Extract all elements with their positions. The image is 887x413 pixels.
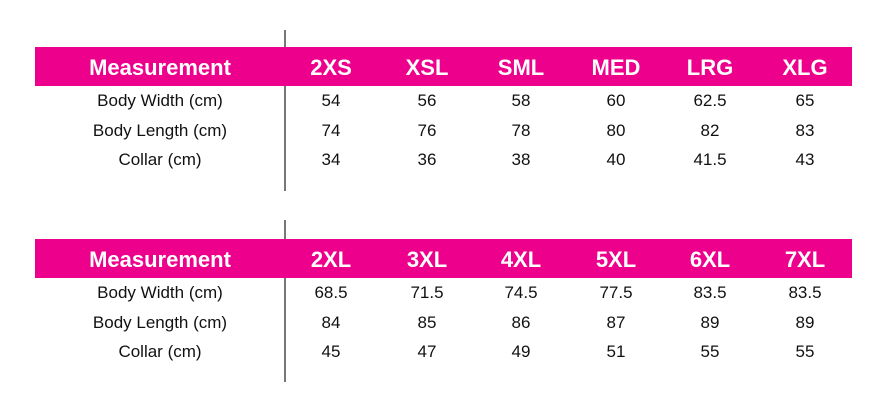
table-cell: 34 [321, 150, 341, 169]
column-header-size: 2XS [310, 55, 352, 80]
column-header-size: 5XL [595, 247, 637, 272]
table-cell: 71.5 [410, 283, 444, 302]
column-header-measurement: Measurement [89, 55, 231, 80]
row-label: Collar (cm) [118, 342, 202, 361]
table-cell: 55 [795, 342, 815, 361]
table-cell: 78 [511, 120, 531, 140]
table-row: Body Length (cm) 74 76 78 80 82 83 [35, 116, 852, 146]
table-cell: 84 [321, 312, 341, 332]
table-cell: 89 [700, 312, 720, 332]
table-cell: 82 [700, 120, 720, 140]
table-cell: 54 [321, 91, 341, 110]
table-cell: 58 [511, 91, 531, 110]
column-header-size: 2XL [310, 247, 352, 272]
table-cell: 45 [321, 342, 341, 361]
column-header-size: MED [591, 55, 641, 80]
table-cell: 49 [511, 342, 531, 361]
table-row: Body Width (cm) 54 56 58 60 62.5 65 [35, 86, 852, 116]
row-label: Body Length (cm) [92, 120, 228, 140]
size-table-1: Measurement 2XS XSL SML MED LRG XLG Body Width … [35, 47, 852, 175]
table-cell: 83.5 [693, 283, 727, 302]
table-header: Measurement 2XL 3XL 4XL 5XL 6XL 7XL [35, 239, 852, 278]
column-header-size: SML [497, 55, 545, 80]
table-row: Body Length (cm) 84 85 86 87 89 89 [35, 308, 852, 338]
table-cell: 60 [606, 91, 626, 110]
table-cell: 38 [511, 150, 531, 169]
table-cell: 77.5 [599, 283, 633, 302]
column-header-size: 3XL [406, 247, 448, 272]
table-cell: 76 [417, 120, 437, 140]
table-cell: 62.5 [693, 91, 727, 110]
table-cell: 89 [795, 312, 815, 332]
table-row: Collar (cm) 34 36 38 40 41.5 43 [35, 145, 852, 175]
table-cell: 65 [795, 91, 815, 110]
table-cell: 43 [795, 150, 815, 169]
table-cell: 68.5 [314, 283, 348, 302]
table-cell: 86 [511, 312, 531, 332]
table-header: Measurement 2XS XSL SML MED LRG XLG [35, 47, 852, 86]
row-label: Body Length (cm) [92, 312, 228, 332]
table-cell: 74.5 [504, 283, 538, 302]
size-table-2: Measurement 2XL 3XL 4XL 5XL 6XL 7XL Body Width … [35, 239, 852, 367]
divider-line-1 [284, 30, 286, 191]
column-header-size: XSL [405, 55, 449, 80]
column-header-size: 7XL [784, 247, 826, 272]
row-label: Collar (cm) [118, 150, 202, 169]
table-cell: 47 [417, 342, 437, 361]
row-label: Body Width (cm) [97, 283, 223, 302]
table-cell: 51 [606, 342, 626, 361]
column-header-measurement: Measurement [89, 247, 231, 272]
table-row: Collar (cm) 45 47 49 51 55 55 [35, 337, 852, 367]
divider-line-2 [284, 220, 286, 382]
table-cell: 36 [417, 150, 437, 169]
table-cell: 80 [606, 120, 626, 140]
row-label: Body Width (cm) [97, 91, 223, 110]
column-header-size: XLG [782, 55, 828, 80]
table-cell: 83 [795, 120, 815, 140]
column-header-size: 4XL [500, 247, 542, 272]
column-header-size: 6XL [689, 247, 731, 272]
table-cell: 85 [417, 312, 437, 332]
table-cell: 41.5 [693, 150, 727, 169]
table-cell: 40 [606, 150, 626, 169]
table-row: Body Width (cm) 68.5 71.5 74.5 77.5 83.5 83.5 [35, 278, 852, 308]
table-cell: 87 [606, 312, 626, 332]
column-header-size: LRG [686, 55, 734, 80]
table-cell: 83.5 [788, 283, 822, 302]
table-cell: 55 [700, 342, 720, 361]
table-cell: 56 [417, 91, 437, 110]
table-cell: 74 [321, 120, 341, 140]
